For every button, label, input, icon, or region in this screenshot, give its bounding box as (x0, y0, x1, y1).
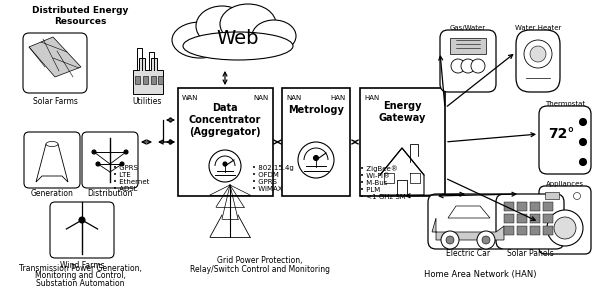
FancyBboxPatch shape (23, 33, 87, 93)
Bar (135, 76, 140, 84)
Bar (545, 192, 559, 199)
Polygon shape (133, 58, 163, 94)
Circle shape (580, 158, 587, 166)
Polygon shape (380, 148, 424, 195)
Text: Distribution: Distribution (88, 189, 133, 199)
Bar (360, 88, 445, 196)
Text: Home Area Network (HAN): Home Area Network (HAN) (424, 271, 536, 280)
Ellipse shape (183, 32, 293, 60)
Circle shape (120, 162, 124, 166)
Text: Thermostat: Thermostat (545, 101, 585, 107)
Text: • ZigBee®
• Wi-Fi®
• M-Bus
• PLM
• <1 GHz SM: • ZigBee® • Wi-Fi® • M-Bus • PLM • <1 GH… (360, 165, 406, 200)
Bar (158, 76, 163, 84)
Ellipse shape (172, 22, 228, 58)
Text: NAN: NAN (254, 95, 269, 101)
Circle shape (471, 59, 485, 73)
Text: Solar Panels: Solar Panels (506, 249, 553, 259)
Bar (450, 38, 486, 54)
Ellipse shape (46, 141, 58, 146)
Text: HAN: HAN (331, 95, 346, 101)
Circle shape (209, 150, 241, 182)
Text: 72°: 72° (548, 127, 574, 141)
Text: WAN: WAN (182, 95, 199, 101)
Circle shape (482, 236, 490, 244)
Bar (543, 214, 553, 223)
Circle shape (580, 139, 587, 146)
Circle shape (524, 40, 552, 68)
Circle shape (314, 156, 319, 160)
Text: Metrology: Metrology (288, 105, 344, 115)
Text: Energy
Gateway: Energy Gateway (379, 101, 425, 123)
Text: Solar Farms: Solar Farms (32, 96, 77, 106)
Text: NAN: NAN (286, 95, 301, 101)
Bar (543, 226, 553, 235)
Bar (504, 202, 514, 211)
Bar (517, 226, 527, 235)
Polygon shape (432, 218, 504, 240)
Text: Generation: Generation (31, 189, 73, 199)
FancyBboxPatch shape (539, 186, 591, 254)
FancyBboxPatch shape (82, 132, 138, 188)
Circle shape (446, 236, 454, 244)
Text: • 802.15.4g
• OFDM
• GPRS
• WiMAX: • 802.15.4g • OFDM • GPRS • WiMAX (252, 165, 294, 192)
Text: Wind Farms: Wind Farms (59, 261, 104, 269)
FancyBboxPatch shape (428, 194, 508, 249)
Circle shape (554, 217, 576, 239)
Circle shape (298, 142, 334, 178)
Bar (517, 202, 527, 211)
Circle shape (580, 119, 587, 125)
FancyBboxPatch shape (440, 30, 496, 92)
Text: Gas/Water: Gas/Water (450, 25, 486, 31)
Circle shape (461, 59, 475, 73)
Text: Data
Concentrator
(Aggregator): Data Concentrator (Aggregator) (189, 103, 261, 137)
Circle shape (223, 162, 227, 166)
Circle shape (574, 193, 581, 199)
Bar (517, 214, 527, 223)
Bar (178, 88, 273, 196)
Bar (543, 202, 553, 211)
Bar (282, 88, 350, 196)
Circle shape (92, 150, 96, 154)
Text: Transmission Power Generation,: Transmission Power Generation, (19, 263, 142, 272)
Ellipse shape (196, 6, 248, 46)
Text: Grid Power Protection,: Grid Power Protection, (217, 255, 303, 265)
Polygon shape (36, 144, 68, 182)
FancyBboxPatch shape (50, 202, 114, 258)
Text: Electric Car: Electric Car (446, 249, 490, 259)
Circle shape (96, 162, 100, 166)
Circle shape (451, 59, 465, 73)
Text: Substation Automation: Substation Automation (36, 280, 124, 287)
Polygon shape (448, 206, 490, 218)
Bar (530, 214, 540, 223)
Text: Web: Web (217, 28, 259, 48)
Text: Appliances: Appliances (546, 181, 584, 187)
Bar (504, 214, 514, 223)
Text: Relay/Switch Control and Monitoring: Relay/Switch Control and Monitoring (190, 265, 330, 274)
Ellipse shape (252, 20, 296, 52)
FancyBboxPatch shape (539, 106, 591, 174)
Bar (143, 76, 148, 84)
Text: Utilities: Utilities (133, 98, 161, 106)
Bar (504, 226, 514, 235)
Circle shape (441, 231, 459, 249)
Circle shape (124, 150, 128, 154)
Circle shape (530, 46, 546, 62)
Ellipse shape (220, 4, 276, 44)
Bar (530, 226, 540, 235)
FancyBboxPatch shape (496, 194, 564, 249)
Text: Water Heater: Water Heater (515, 25, 561, 31)
Circle shape (547, 210, 583, 246)
Polygon shape (29, 37, 81, 77)
FancyBboxPatch shape (516, 30, 560, 92)
Circle shape (477, 231, 495, 249)
Text: Monitoring and Control,: Monitoring and Control, (35, 272, 125, 280)
Circle shape (79, 217, 85, 223)
FancyBboxPatch shape (24, 132, 80, 188)
Text: Distributed Energy
Resources: Distributed Energy Resources (32, 6, 128, 26)
Text: HAN: HAN (364, 95, 379, 101)
Text: • GPRS
• LTE
• Ethernet
• ADSL: • GPRS • LTE • Ethernet • ADSL (113, 165, 149, 192)
Bar (151, 76, 156, 84)
Bar (530, 202, 540, 211)
